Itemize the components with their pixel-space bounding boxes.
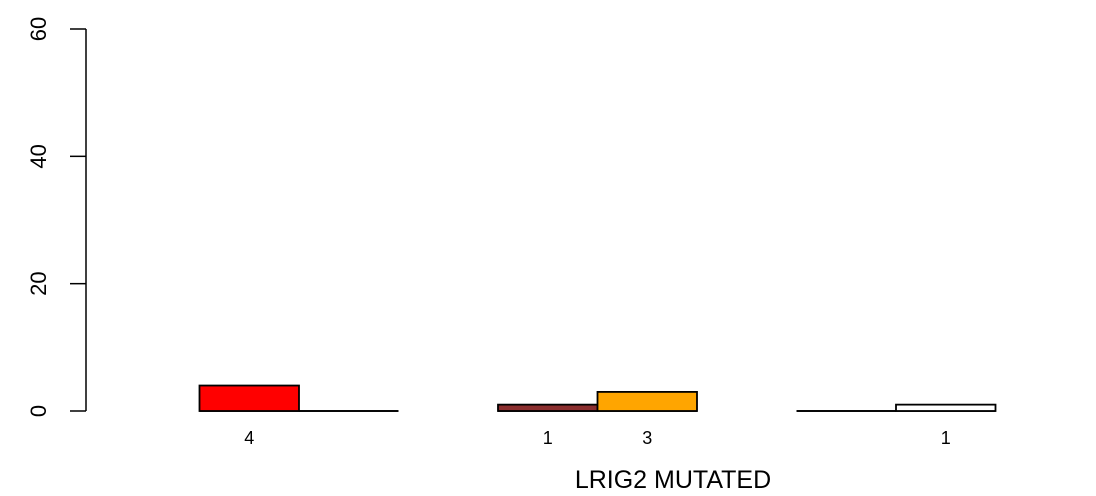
y-tick-label: 60 — [26, 17, 51, 41]
bar-count-label: 3 — [642, 428, 652, 448]
y-tick-label: 20 — [26, 271, 51, 295]
y-axis: 0 20 40 60 — [26, 17, 87, 417]
bar — [895, 403, 997, 412]
bar — [497, 403, 599, 412]
y-tick-label: 40 — [26, 144, 51, 168]
bar-count-label: 1 — [941, 428, 951, 448]
x-axis-title: LRIG2 MUTATED — [575, 466, 771, 494]
bar-count-label: 4 — [244, 428, 254, 448]
bar — [596, 390, 698, 412]
y-tick-label: 0 — [26, 405, 51, 417]
bar — [198, 384, 300, 412]
bars — [198, 384, 997, 412]
bar-count-label: 1 — [543, 428, 553, 448]
count-labels: 4 1 3 1 — [244, 428, 951, 448]
